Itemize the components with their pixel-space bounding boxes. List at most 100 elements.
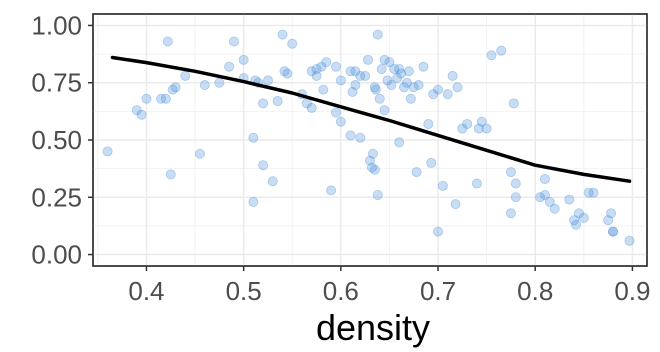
data-point [199, 80, 210, 91]
data-point [372, 29, 383, 40]
data-point [162, 36, 173, 47]
data-point [476, 116, 487, 127]
data-point [272, 96, 283, 107]
data-point [403, 66, 414, 77]
data-point [180, 70, 191, 81]
data-point [160, 93, 171, 104]
data-point [363, 54, 374, 65]
data-point [321, 57, 332, 68]
data-point [330, 61, 341, 72]
trend-line-group [110, 55, 632, 183]
data-point [539, 189, 550, 200]
data-point [389, 63, 400, 74]
data-point [355, 132, 366, 143]
data-point [370, 84, 381, 95]
data-point [248, 196, 259, 207]
data-point [156, 93, 167, 104]
data-point [316, 61, 327, 72]
data-point [355, 70, 366, 81]
major-gridlines [93, 14, 647, 266]
x-tick-label: 0.4 [128, 276, 164, 306]
data-point [267, 176, 278, 187]
data-point [360, 70, 371, 81]
data-point [258, 160, 269, 171]
data-point [102, 146, 113, 157]
data-point [405, 93, 416, 104]
data-point [165, 169, 176, 180]
data-point [386, 80, 397, 91]
x-tick-label: 0.8 [517, 276, 553, 306]
data-point [194, 148, 205, 159]
data-point [549, 203, 560, 214]
y-tick-label: 0.50 [31, 125, 82, 155]
y-tick-label: 1.00 [31, 10, 82, 40]
data-point [539, 173, 550, 184]
data-point [311, 63, 322, 74]
data-point [496, 45, 507, 56]
data-point [411, 167, 422, 178]
x-axis: 0.4 0.5 0.6 0.7 0.8 0.9 [128, 266, 650, 306]
data-point [347, 86, 358, 97]
data-point [214, 77, 225, 88]
data-point [367, 148, 378, 159]
x-tick-label: 0.7 [420, 276, 456, 306]
data-point [462, 118, 473, 129]
data-point [224, 61, 235, 72]
data-point [437, 180, 448, 191]
data-point [413, 80, 424, 91]
data-point [382, 75, 393, 86]
data-point [335, 116, 346, 127]
data-point [279, 66, 290, 77]
data-point [624, 235, 635, 246]
data-point [481, 123, 492, 134]
data-point [392, 73, 403, 84]
x-tick-label: 0.6 [323, 276, 359, 306]
data-point [364, 155, 375, 166]
data-point [535, 192, 546, 203]
data-point [306, 102, 317, 113]
data-point [508, 98, 519, 109]
minor-gridlines [93, 14, 647, 266]
data-point [330, 107, 341, 118]
data-point [603, 215, 614, 226]
data-point [141, 93, 152, 104]
data-point [248, 132, 259, 143]
x-axis-title: density [316, 307, 430, 348]
data-point [578, 212, 589, 223]
data-point [442, 89, 453, 100]
data-point [238, 54, 249, 65]
data-point [167, 84, 178, 95]
data-point [282, 68, 293, 79]
data-point [426, 157, 437, 168]
data-point [311, 70, 322, 81]
data-point [418, 61, 429, 72]
data-point [428, 89, 439, 100]
data-point [607, 226, 618, 237]
data-point [573, 208, 584, 219]
data-point [345, 66, 356, 77]
x-tick-label: 0.9 [614, 276, 650, 306]
data-point [423, 118, 434, 129]
data-point [374, 93, 385, 104]
data-point [258, 98, 269, 109]
y-tick-label: 0.00 [31, 240, 82, 270]
data-point [372, 189, 383, 200]
data-point [350, 66, 361, 77]
data-point [326, 185, 337, 196]
data-point [433, 84, 444, 95]
data-point [450, 199, 461, 210]
data-point [306, 66, 317, 77]
panel-border [92, 13, 648, 267]
data-point [318, 84, 329, 95]
data-points [102, 29, 635, 246]
data-point [136, 109, 147, 120]
data-point [401, 77, 412, 88]
data-point [366, 162, 377, 173]
data-point [170, 82, 181, 93]
data-point [384, 57, 395, 68]
data-point [607, 226, 618, 237]
y-axis: 0.00 0.25 0.50 0.75 1.00 [31, 10, 93, 270]
data-point [544, 196, 555, 207]
y-tick-label: 0.75 [31, 68, 82, 98]
data-point [394, 137, 405, 148]
